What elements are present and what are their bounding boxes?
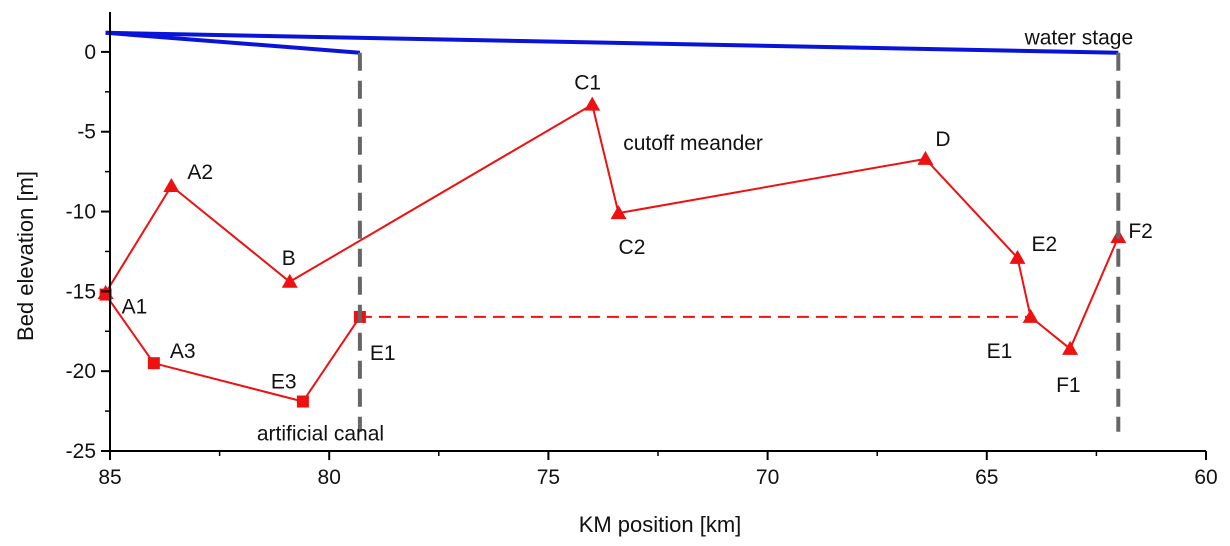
x-tick-label-4: 65 — [975, 466, 998, 489]
x-tick-label-3: 70 — [756, 466, 779, 489]
annotation-1: cutoff meander — [623, 132, 763, 155]
annotations-layer: water stage cutoff meander artificial cana… — [257, 27, 1133, 446]
point-label-cutoff-meander-bed-5: D — [935, 128, 950, 151]
point-label-cutoff-meander-bed-8: F1 — [1056, 374, 1081, 397]
point-marker-cutoff-meander-bed-8 — [1062, 340, 1079, 355]
point-label-artificial-canal-bed-1: A3 — [170, 340, 196, 363]
point-marker-cutoff-meander-bed-2 — [281, 273, 298, 288]
y-tick-label-1: -5 — [77, 121, 96, 144]
point-marker-cutoff-meander-bed-4 — [610, 205, 627, 220]
point-marker-artificial-canal-bed-2 — [296, 395, 309, 408]
ticks-layer: 85 80 75 70 65 60 0 -5 -10 -15 -20 -25 — [66, 41, 1218, 489]
x-tick-label-0: 85 — [98, 466, 121, 489]
x-tick-label-5: 60 — [1194, 466, 1217, 489]
series-line-artificial-canal-bed — [104, 294, 361, 403]
series-layer — [97, 30, 1127, 432]
y-tick-label-3: -15 — [66, 280, 96, 303]
point-label-cutoff-meander-bed-9: F2 — [1128, 220, 1153, 243]
point-marker-cutoff-meander-bed-5 — [917, 150, 934, 165]
point-label-cutoff-meander-bed-3: C1 — [574, 72, 601, 95]
point-marker-cutoff-meander-bed-7 — [1022, 308, 1039, 323]
series-line-water-stage-main — [105, 30, 1119, 55]
point-label-artificial-canal-bed-0: A1 — [122, 296, 148, 319]
point-label-canal-junction-link-1: E1 — [987, 340, 1013, 363]
y-tick-label-2: -10 — [66, 201, 96, 224]
point-label-artificial-canal-bed-2: E3 — [271, 371, 297, 394]
annotation-2: artificial canal — [257, 422, 384, 445]
y-tick-label-0: 0 — [84, 41, 96, 64]
point-marker-cutoff-meander-bed-6 — [1009, 249, 1026, 264]
series-line-cutoff-meander-bed — [104, 103, 1120, 350]
series-line-water-stage-canal — [105, 30, 361, 55]
x-tick-label-1: 80 — [318, 466, 341, 489]
point-label-cutoff-meander-bed-4: C2 — [619, 236, 646, 259]
point-label-cutoff-meander-bed-1: A2 — [187, 161, 213, 184]
y-tick-label-5: -25 — [66, 440, 96, 463]
y-axis-title: Bed elevation [m] — [13, 171, 38, 341]
point-marker-cutoff-meander-bed-1 — [163, 178, 180, 193]
y-tick-label-4: -20 — [66, 360, 96, 383]
annotation-0: water stage — [1024, 27, 1134, 50]
point-label-artificial-canal-bed-3: E1 — [370, 342, 396, 365]
point-labels-layer: A2 B C1 C2 D E2 F1 F2 A1 A3 E3 E1 E1 — [122, 72, 1153, 397]
x-tick-label-2: 75 — [537, 466, 560, 489]
point-marker-artificial-canal-bed-1 — [147, 357, 160, 370]
point-marker-cutoff-meander-bed-3 — [584, 96, 601, 111]
point-label-cutoff-meander-bed-2: B — [282, 247, 296, 270]
point-label-cutoff-meander-bed-6: E2 — [1031, 233, 1057, 256]
x-axis-title: KM position [km] — [579, 512, 742, 537]
